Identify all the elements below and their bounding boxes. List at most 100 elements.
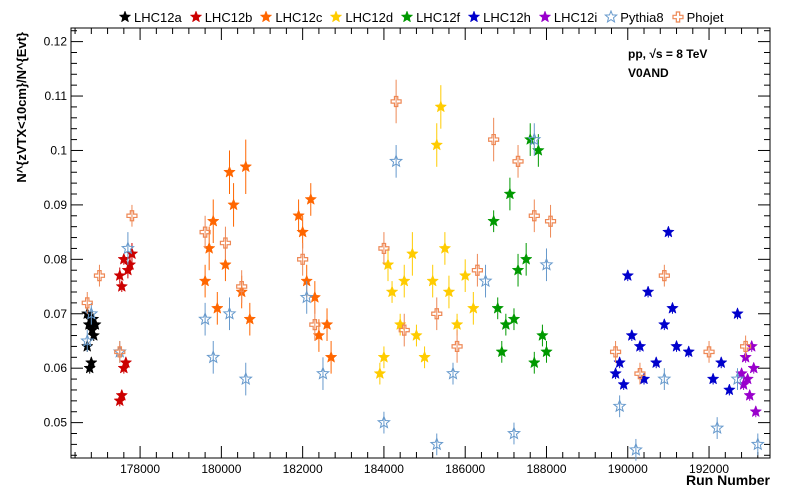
legend-label: LHC12h	[483, 9, 531, 25]
data-point	[495, 345, 509, 358]
series-lhc12i	[735, 339, 763, 418]
data-point	[114, 346, 126, 358]
data-point	[609, 366, 622, 380]
data-point	[703, 346, 715, 358]
series-lhc12b	[113, 243, 139, 407]
data-point	[609, 346, 622, 358]
series-pythia8	[80, 123, 765, 461]
legend-marker	[118, 10, 132, 23]
data-point	[657, 317, 671, 331]
data-point	[507, 426, 522, 440]
legend-marker-shape	[604, 10, 619, 24]
legend-marker	[671, 11, 684, 23]
data-point	[296, 225, 310, 238]
data-point	[316, 366, 331, 380]
data-point	[299, 290, 314, 304]
data-point	[227, 198, 240, 211]
data-point	[723, 383, 736, 396]
data-point	[406, 247, 419, 260]
legend-marker	[467, 10, 481, 23]
data-point	[87, 328, 101, 341]
data-point	[389, 154, 404, 168]
x-tick-label: 180000	[201, 462, 241, 476]
legend-label: Phojet	[686, 9, 724, 25]
legend-marker	[400, 10, 414, 23]
data-point	[471, 264, 483, 276]
plot-frame	[70, 27, 771, 459]
x-tick-label: 190000	[608, 462, 648, 476]
data-point	[324, 350, 338, 363]
data-point	[633, 339, 647, 352]
data-point	[376, 415, 391, 429]
series-lhc12f	[487, 123, 553, 374]
annotation-line2: V0AND	[628, 66, 669, 80]
data-point	[297, 253, 309, 265]
data-point	[612, 398, 627, 413]
legend-label: LHC12d	[345, 9, 394, 25]
data-point	[292, 209, 305, 222]
legend-marker	[330, 10, 343, 23]
data-point	[320, 317, 334, 331]
data-point	[450, 317, 464, 331]
x-tick-label: 188000	[526, 462, 566, 476]
data-point	[478, 273, 493, 288]
legend-item-lhc12c: LHC12c	[259, 10, 322, 25]
data-point	[682, 345, 696, 358]
data-point	[458, 269, 472, 282]
data-point	[625, 328, 639, 341]
data-point	[390, 95, 402, 108]
data-point	[429, 437, 444, 451]
y-tick-label: 0.06	[44, 361, 68, 375]
data-point	[519, 252, 533, 265]
data-point	[93, 270, 106, 282]
legend-label: LHC12f	[416, 9, 461, 25]
data-point	[634, 368, 646, 380]
data-point	[243, 312, 257, 325]
x-tick-label: 186000	[445, 462, 485, 476]
data-point	[499, 317, 513, 331]
data-point	[81, 297, 93, 309]
data-point	[446, 366, 460, 380]
annotation-line1: pp, √s = 8 TeV	[628, 47, 708, 61]
x-axis-title: Run Number	[686, 472, 771, 488]
legend-marker	[604, 10, 619, 24]
data-point	[80, 333, 95, 347]
data-point	[418, 350, 431, 363]
data-point	[377, 350, 391, 363]
data-point	[206, 349, 221, 364]
legend-marker-shape	[538, 10, 552, 23]
y-tick-label: 0.11	[45, 89, 68, 103]
data-point	[544, 215, 557, 227]
legend-marker-shape	[260, 10, 273, 23]
legend-label: LHC12i	[553, 9, 598, 25]
legend-item-phojet: Phojet	[671, 9, 724, 25]
data-point	[239, 160, 253, 173]
data-point	[527, 132, 542, 146]
data-point	[198, 274, 212, 287]
data-point	[378, 242, 390, 255]
data-point	[491, 301, 505, 314]
data-point	[658, 270, 670, 282]
legend-item-pythia8: Pythia8	[604, 9, 664, 25]
data-point	[536, 328, 549, 341]
data-point	[512, 155, 524, 167]
data-point	[431, 308, 443, 320]
legend-item-lhc12a: LHC12a	[118, 10, 182, 25]
data-point	[649, 356, 663, 369]
data-point	[115, 388, 129, 401]
data-point	[466, 301, 480, 314]
legend-marker-shape	[467, 10, 481, 23]
data-point	[662, 225, 675, 238]
legend-item-lhc12b: LHC12b	[189, 10, 252, 25]
legend-item-lhc12f: LHC12f	[400, 10, 460, 25]
data-point	[487, 214, 501, 227]
data-point	[222, 306, 237, 320]
data-point	[434, 100, 448, 113]
data-point	[442, 285, 456, 298]
x-tick-label: 192000	[689, 462, 729, 476]
data-point	[219, 237, 232, 249]
legend-label: Pythia8	[620, 9, 664, 25]
data-point	[219, 258, 232, 271]
legend-marker-shape	[400, 10, 414, 23]
